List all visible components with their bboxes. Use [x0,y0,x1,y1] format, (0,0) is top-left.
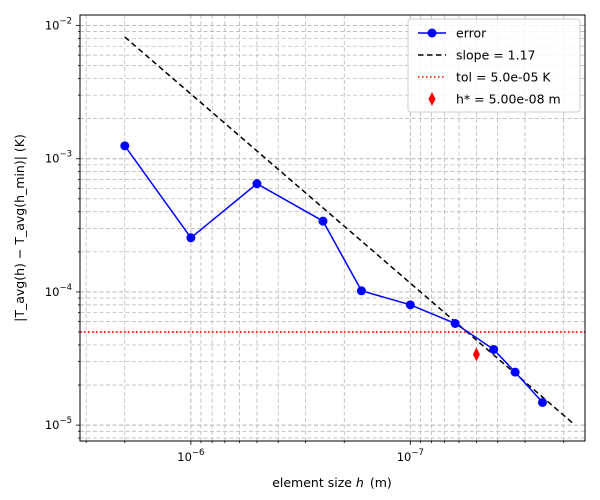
error-data-point [186,233,196,243]
error-data-point [489,344,499,354]
legend-swatch-error-marker [427,28,437,38]
legend-label-optimal-h: h* = 5.00e-08 m [456,92,561,107]
legend-swatch-diamond-icon [428,92,436,106]
legend-box [407,18,581,113]
axis-ticks: 10−6 10−7 10−5 10−4 10−3 10−2 [45,17,565,464]
legend-entry-tolerance: tol = 5.0e-05 K [418,70,551,85]
error-data-point [405,300,415,310]
error-data-point [120,141,130,151]
legend-label-slope: slope = 1.17 [456,48,536,63]
legend-entry-error: error [418,26,487,41]
error-series-line [124,145,544,403]
x-tick-label: 10−7 [397,448,424,464]
error-data-point [510,367,520,377]
error-data-point [252,179,262,189]
series-layer [80,36,585,425]
y-tick-label: 10−2 [45,17,72,33]
legend-label-error: error [456,26,487,41]
error-data-point [450,318,460,328]
y-tick-label: 10−3 [45,150,72,166]
grid-lines [80,15,585,441]
legend-label-tolerance: tol = 5.0e-05 K [456,70,551,85]
y-axis-label: |T_avg(h) − T_avg(h_min)| (K) [12,134,27,322]
error-data-point [318,216,328,226]
legend-entry-optimal-h: h* = 5.00e-08 m [428,92,561,107]
y-tick-label: 10−4 [45,283,72,299]
x-tick-label: 10−6 [177,448,204,464]
legend: error slope = 1.17 tol = 5.0e-05 K h* = … [407,18,581,113]
optimal-h-diamond-marker [472,347,480,362]
y-tick-label: 10−5 [45,416,72,432]
error-data-point [356,286,366,296]
error-data-point [537,397,547,407]
x-axis-label: element size h (m) [272,475,392,490]
legend-entry-slope: slope = 1.17 [418,48,536,63]
